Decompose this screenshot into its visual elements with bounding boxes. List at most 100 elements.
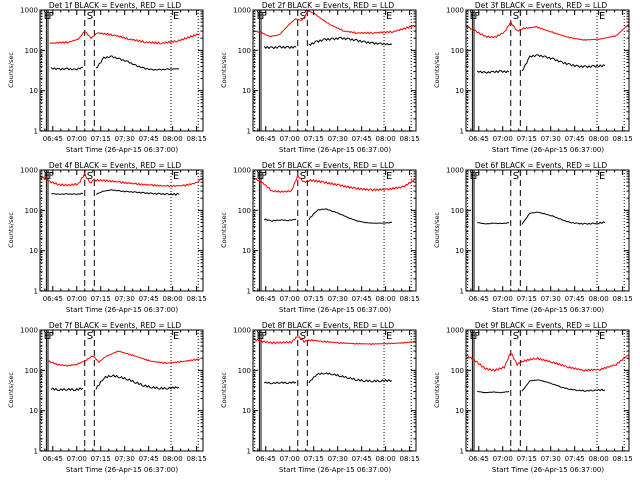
- chart-panel-4: Det 4f BLACK = Events, RED = LLD Counts/s…: [7, 161, 207, 314]
- series-line-red: [252, 173, 417, 194]
- marker-label: E: [599, 171, 605, 182]
- marker-label: S: [513, 11, 519, 22]
- marker-label: F: [261, 331, 267, 342]
- x-tick-label: 07:30: [328, 455, 348, 463]
- y-tick-label: 10: [29, 247, 38, 255]
- series-line-black: [521, 54, 606, 72]
- x-tick-label: 07:15: [517, 135, 537, 143]
- x-tick-label: 08:15: [613, 455, 633, 463]
- marker-label: S: [513, 171, 519, 182]
- chart-title: Det 7f BLACK = Events, RED = LLD: [49, 321, 182, 330]
- x-tick-label: 06:45: [256, 455, 276, 463]
- x-tick-label: 06:45: [469, 135, 489, 143]
- y-axis-label: Counts/sec: [7, 212, 15, 248]
- x-tick-label: 07:45: [565, 135, 585, 143]
- x-tick-label: 07:30: [115, 135, 135, 143]
- x-tick-label: 06:45: [43, 295, 63, 303]
- y-tick-label: 1000: [20, 7, 38, 15]
- marker-label: E: [386, 171, 392, 182]
- x-tick-label: 08:15: [613, 295, 633, 303]
- y-tick-label: 100: [238, 367, 251, 375]
- marker-label: F: [261, 171, 267, 182]
- chart-panel-1: Det 1f BLACK = Events, RED = LLD Counts/s…: [7, 1, 207, 154]
- series-line-black: [308, 36, 393, 47]
- x-tick-label: 07:45: [139, 295, 159, 303]
- marker-label: E: [173, 11, 179, 22]
- x-tick-label: 07:15: [517, 455, 537, 463]
- chart-title: Det 1f BLACK = Events, RED = LLD: [49, 1, 182, 10]
- x-tick-label: 07:15: [91, 135, 111, 143]
- y-tick-label: 1000: [20, 327, 38, 335]
- marker-label: E: [386, 11, 392, 22]
- series-line-black: [50, 387, 84, 392]
- series-line-red: [47, 350, 201, 367]
- series-line-black: [50, 66, 84, 71]
- marker-label: S: [300, 11, 306, 22]
- x-tick-label: 08:15: [187, 135, 207, 143]
- plot-frame: [39, 329, 204, 452]
- x-tick-label: 08:00: [376, 135, 396, 143]
- x-tick-label: 07:45: [565, 455, 585, 463]
- chart-title: Det 3f BLACK = Events, RED = LLD: [475, 1, 608, 10]
- marker-label: E: [599, 11, 605, 22]
- y-tick-label: 100: [238, 47, 251, 55]
- series-line-red: [465, 20, 630, 41]
- y-axis-label: Counts/sec: [220, 52, 228, 88]
- series-line-black: [521, 211, 606, 225]
- y-axis-label: Counts/sec: [433, 52, 441, 88]
- x-axis-label: Start Time (26-Apr-15 06:37:00): [66, 146, 178, 154]
- x-tick-label: 08:15: [400, 135, 420, 143]
- x-tick-label: 07:15: [304, 135, 324, 143]
- x-tick-label: 06:45: [469, 295, 489, 303]
- series-line-black: [95, 374, 180, 390]
- series-line-red: [252, 336, 417, 346]
- x-tick-label: 06:45: [43, 135, 63, 143]
- x-tick-label: 07:15: [304, 455, 324, 463]
- y-tick-label: 1000: [233, 327, 251, 335]
- y-tick-label: 10: [455, 87, 464, 95]
- y-tick-label: 1: [460, 288, 464, 296]
- x-tick-label: 08:00: [163, 295, 183, 303]
- plot-frame: [465, 329, 630, 452]
- y-tick-label: 1000: [20, 167, 38, 175]
- y-tick-label: 1: [247, 128, 251, 136]
- x-tick-label: 08:00: [589, 295, 609, 303]
- marker-label: F: [474, 11, 480, 22]
- series-line-black: [477, 390, 510, 394]
- y-axis-label: Counts/sec: [220, 212, 228, 248]
- series-line-black: [263, 218, 297, 222]
- x-tick-label: 07:15: [517, 295, 537, 303]
- x-tick-label: 07:45: [139, 135, 159, 143]
- x-tick-label: 08:15: [187, 295, 207, 303]
- plot-frame: [465, 169, 630, 292]
- x-tick-label: 08:00: [589, 135, 609, 143]
- series-line-black: [95, 189, 180, 196]
- series-line-red: [252, 10, 417, 38]
- chart-panel-5: Det 5f BLACK = Events, RED = LLD Counts/s…: [220, 161, 420, 314]
- x-axis-label: Start Time (26-Apr-15 06:37:00): [279, 146, 391, 154]
- y-tick-label: 1000: [233, 167, 251, 175]
- marker-label: F: [48, 171, 54, 182]
- x-tick-label: 07:30: [328, 135, 348, 143]
- x-tick-label: 07:00: [493, 135, 513, 143]
- chart-title: Det 9f BLACK = Events, RED = LLD: [475, 321, 608, 330]
- x-tick-label: 07:45: [352, 135, 372, 143]
- x-tick-label: 08:15: [187, 455, 207, 463]
- chart-title: Det 5f BLACK = Events, RED = LLD: [262, 161, 395, 170]
- x-tick-label: 07:00: [493, 295, 513, 303]
- x-tick-label: 07:45: [565, 295, 585, 303]
- x-tick-label: 07:00: [280, 295, 300, 303]
- y-tick-label: 100: [451, 367, 464, 375]
- x-tick-label: 07:00: [67, 295, 87, 303]
- marker-label: F: [474, 171, 480, 182]
- y-axis-label: Counts/sec: [7, 372, 15, 408]
- y-axis-label: Counts/sec: [433, 212, 441, 248]
- y-tick-label: 10: [29, 87, 38, 95]
- y-tick-label: 1000: [446, 7, 464, 15]
- x-tick-label: 08:15: [400, 295, 420, 303]
- y-tick-label: 10: [242, 87, 251, 95]
- plot-frame: [252, 169, 417, 292]
- x-tick-label: 06:45: [469, 455, 489, 463]
- x-tick-label: 07:30: [328, 295, 348, 303]
- series-line-black: [477, 222, 510, 225]
